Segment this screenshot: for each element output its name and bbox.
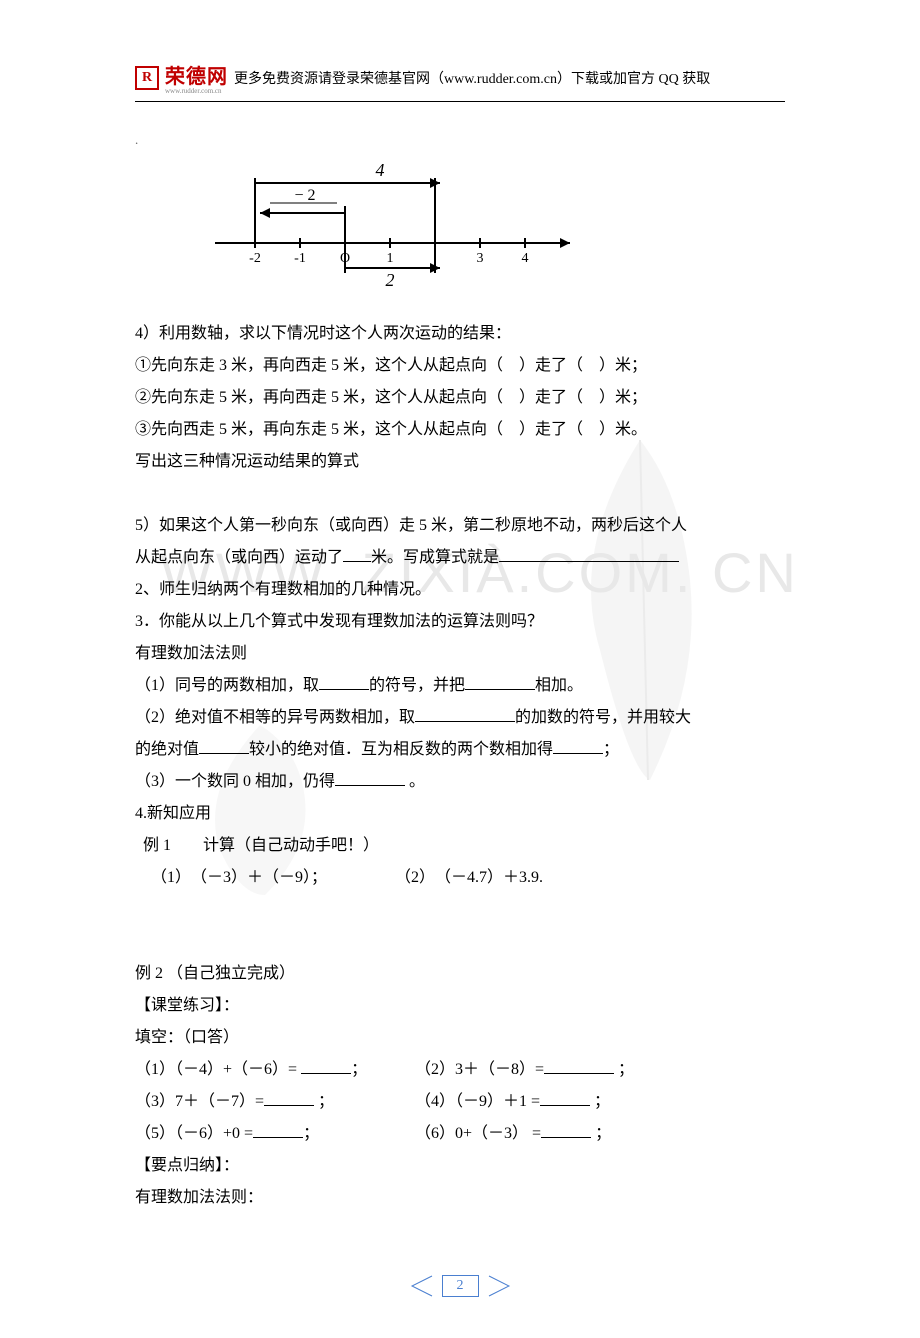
p1b: ；: [351, 1061, 367, 1078]
page-number: 2: [442, 1275, 479, 1297]
example-2-title: 例 2 （自己独立完成）: [135, 958, 785, 990]
page-header: R 荣德网 www.rudder.com.cn 更多免费资源请登录荣德基官网（w…: [135, 60, 785, 95]
fill-heading: 填空：（口答）: [135, 1022, 785, 1054]
q5b-pre: 从起点向东（或向西）运动了: [135, 549, 343, 566]
rule-1: （1）同号的两数相加，取 的符号，并把 相加。: [135, 670, 785, 702]
blank: [553, 738, 603, 754]
blank: [465, 674, 535, 690]
svg-text:3: 3: [477, 251, 484, 266]
r2b-pre: 的绝对值: [135, 741, 199, 758]
blank: [544, 1058, 614, 1074]
p6b: ；: [591, 1125, 611, 1142]
q4-item-4: 写出这三种情况运动结果的算式: [135, 446, 785, 478]
r2-pre: （2）绝对值不相等的异号两数相加，取: [135, 709, 415, 726]
p5a: （5）（－6）+0 =: [135, 1125, 253, 1142]
example-1-items: （1） （－3）＋（－9）； （2） （－4.7）＋3.9.: [135, 862, 785, 894]
stray-mark: .: [135, 132, 785, 148]
p4a: （4）（－9）＋1 =: [415, 1093, 540, 1110]
r1-post: 相加。: [535, 677, 583, 694]
r3-post: 。: [405, 773, 425, 790]
q4-item-2: ②先向东走 5 米，再向西走 5 米，这个人从起点向（ ）走了（ ）米；: [135, 382, 785, 414]
blank: [540, 1090, 590, 1106]
brand-name: 荣德网: [165, 66, 228, 88]
p6a: （6）0+（－3） =: [415, 1125, 541, 1142]
section-2: 2、师生归纳两个有理数相加的几种情况。: [135, 574, 785, 606]
page-number-ribbon: 2: [135, 1274, 785, 1298]
practice-heading: 【课堂练习】：: [135, 990, 785, 1022]
p5b: ；: [303, 1125, 319, 1142]
r1-mid: 的符号，并把: [369, 677, 465, 694]
rule-2b: 的绝对值 较小的绝对值．互为相反数的两个数相加得 ；: [135, 734, 785, 766]
ribbon-left-icon: [406, 1274, 434, 1298]
svg-text:4: 4: [522, 251, 529, 266]
p2b: ；: [614, 1061, 634, 1078]
header-note: 更多免费资源请登录荣德基官网（www.rudder.com.cn）下载或加官方 …: [234, 68, 710, 88]
p3a: （3）7＋（－7）=: [135, 1093, 264, 1110]
p2a: （2）3＋（－8）=: [415, 1061, 544, 1078]
svg-text:− 2: − 2: [294, 187, 315, 204]
section-3a: 有理数加法法则: [135, 638, 785, 670]
q4-item-3: ③先向西走 5 米，再向东走 5 米，这个人从起点向（ ）走了（ ）米。: [135, 414, 785, 446]
svg-text:4: 4: [376, 160, 385, 180]
blank: [415, 706, 515, 722]
r2b-post: ；: [603, 741, 619, 758]
blank: [343, 546, 371, 562]
summary-body: 有理数加法法则：: [135, 1182, 785, 1214]
rule-3: （3）一个数同 0 相加，仍得 。: [135, 766, 785, 798]
q4-title: 4）利用数轴，求以下情况时这个人两次运动的结果：: [135, 318, 785, 350]
brand-url: www.rudder.com.cn: [165, 87, 228, 95]
section-4: 4.新知应用: [135, 798, 785, 830]
blank: [499, 546, 679, 562]
number-line-diagram: -2 -1 O 1 3 4 4 − 2 2: [215, 158, 585, 288]
document-body: 4）利用数轴，求以下情况时这个人两次运动的结果： ①先向东走 3 米，再向西走 …: [135, 318, 785, 1214]
example-1-title: 例 1 计算（自己动动手吧！）: [135, 830, 785, 862]
practice-row-2: （3）7＋（－7）= ； （4）（－9）＋1 = ；: [135, 1086, 785, 1118]
svg-text:1: 1: [387, 251, 394, 266]
summary-heading: 【要点归纳】：: [135, 1150, 785, 1182]
rule-2: （2）绝对值不相等的异号两数相加，取 的加数的符号，并用较大: [135, 702, 785, 734]
blank: [335, 770, 405, 786]
blank: [199, 738, 249, 754]
q4-item-1: ①先向东走 3 米，再向西走 5 米，这个人从起点向（ ）走了（ ）米；: [135, 350, 785, 382]
practice-row-1: （1）（－4）+（－6）= ； （2）3＋（－8）= ；: [135, 1054, 785, 1086]
r3-pre: （3）一个数同 0 相加，仍得: [135, 773, 335, 790]
blank: [541, 1122, 591, 1138]
svg-text:-1: -1: [294, 251, 306, 266]
q5-line-a: 5）如果这个人第一秒向东（或向西）走 5 米，第二秒原地不动，两秒后这个人: [135, 510, 785, 542]
logo-icon: R: [135, 66, 159, 90]
r2-post: 的加数的符号，并用较大: [515, 709, 691, 726]
p1a: （1）（－4）+（－6）=: [135, 1061, 301, 1078]
practice-row-3: （5）（－6）+0 = ； （6）0+（－3） = ；: [135, 1118, 785, 1150]
ribbon-right-icon: [487, 1274, 515, 1298]
blank: [319, 674, 369, 690]
r1-pre: （1）同号的两数相加，取: [135, 677, 319, 694]
p4b: ；: [590, 1093, 610, 1110]
section-3: 3．你能从以上几个算式中发现有理数加法的运算法则吗？: [135, 606, 785, 638]
blank: [264, 1090, 314, 1106]
blank: [301, 1058, 351, 1074]
p3b: ；: [314, 1093, 334, 1110]
header-divider: [135, 101, 785, 102]
blank: [253, 1122, 303, 1138]
svg-text:-2: -2: [249, 251, 261, 266]
q5-line-b: 从起点向东（或向西）运动了 米。写成算式就是: [135, 542, 785, 574]
r2b-mid: 较小的绝对值．互为相反数的两个数相加得: [249, 741, 553, 758]
ex1-2: （2） （－4.7）＋3.9.: [395, 862, 543, 894]
ex1-1: （1） （－3）＋（－9）；: [135, 862, 395, 894]
q5b-mid: 米。写成算式就是: [371, 549, 499, 566]
svg-text:2: 2: [386, 270, 395, 288]
brand-block: 荣德网 www.rudder.com.cn: [165, 60, 228, 95]
